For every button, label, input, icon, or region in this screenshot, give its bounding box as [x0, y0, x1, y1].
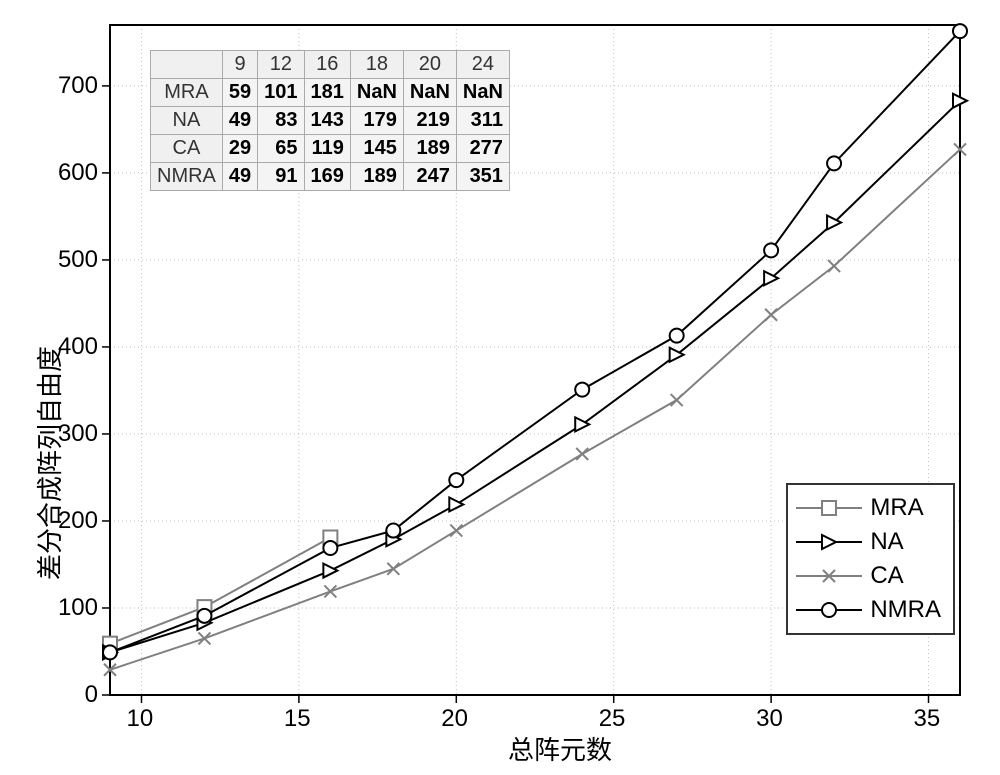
legend: MRA NA CA NMRA [786, 483, 955, 635]
legend-label: MRA [870, 494, 923, 522]
legend-label: NA [870, 528, 903, 556]
y-tick-label: 700 [58, 72, 98, 100]
table-cell: 145 [350, 135, 403, 163]
table-row: CA2965119145189277 [151, 135, 510, 163]
x-tick-label: 10 [126, 705, 153, 733]
legend-item-na: NA [794, 525, 941, 559]
table-col-header: 24 [456, 51, 509, 79]
table-cell: 119 [304, 135, 350, 163]
legend-swatch [794, 561, 864, 591]
table-cell: 247 [403, 163, 456, 191]
table-cell: 277 [456, 135, 509, 163]
x-tick-label: 20 [441, 705, 468, 733]
table-row: NMRA4991169189247351 [151, 163, 510, 191]
x-tick-label: 25 [599, 705, 626, 733]
table-col-header: 16 [304, 51, 350, 79]
inset-data-table: 91216182024MRA59101181NaNNaNNaNNA4983143… [150, 50, 510, 191]
x-tick-label: 35 [914, 705, 941, 733]
table-col-header: 18 [350, 51, 403, 79]
table-row: MRA59101181NaNNaNNaN [151, 79, 510, 107]
table-cell: 351 [456, 163, 509, 191]
y-tick-label: 200 [58, 507, 98, 535]
table-cell: NaN [403, 79, 456, 107]
legend-swatch [794, 595, 864, 625]
y-tick-label: 500 [58, 246, 98, 274]
table-cell: 219 [403, 107, 456, 135]
legend-item-ca: CA [794, 559, 941, 593]
legend-label: CA [870, 562, 903, 590]
table-row-header: MRA [151, 79, 223, 107]
table-cell: 59 [222, 79, 257, 107]
table-col-header: 20 [403, 51, 456, 79]
table-cell: 65 [258, 135, 304, 163]
table-row: NA4983143179219311 [151, 107, 510, 135]
table-cell: 189 [350, 163, 403, 191]
table-cell: 169 [304, 163, 350, 191]
legend-label: NMRA [870, 596, 941, 624]
table-cell: 101 [258, 79, 304, 107]
table-cell: 29 [222, 135, 257, 163]
table-cell: 83 [258, 107, 304, 135]
table-row-header: NA [151, 107, 223, 135]
table-col-header: 12 [258, 51, 304, 79]
table-cell: 49 [222, 107, 257, 135]
table-cell: NaN [456, 79, 509, 107]
table-cell: 189 [403, 135, 456, 163]
table-cell: 181 [304, 79, 350, 107]
legend-item-nmra: NMRA [794, 593, 941, 627]
x-tick-label: 30 [756, 705, 783, 733]
x-tick-label: 15 [284, 705, 311, 733]
y-tick-label: 600 [58, 159, 98, 187]
legend-swatch [794, 493, 864, 523]
table-cell: NaN [350, 79, 403, 107]
table-cell: 49 [222, 163, 257, 191]
legend-swatch [794, 527, 864, 557]
chart-container: 差分合成阵列自由度 总阵元数 1015202530350100200300400… [0, 0, 1000, 775]
table-cell: 179 [350, 107, 403, 135]
y-tick-label: 100 [58, 594, 98, 622]
y-tick-label: 300 [58, 420, 98, 448]
y-tick-label: 0 [85, 681, 98, 709]
table-col-header: 9 [222, 51, 257, 79]
legend-item-mra: MRA [794, 491, 941, 525]
table-cell: 311 [456, 107, 509, 135]
table-row-header: CA [151, 135, 223, 163]
table-row-header: NMRA [151, 163, 223, 191]
table-cell: 143 [304, 107, 350, 135]
y-tick-label: 400 [58, 333, 98, 361]
table-cell: 91 [258, 163, 304, 191]
